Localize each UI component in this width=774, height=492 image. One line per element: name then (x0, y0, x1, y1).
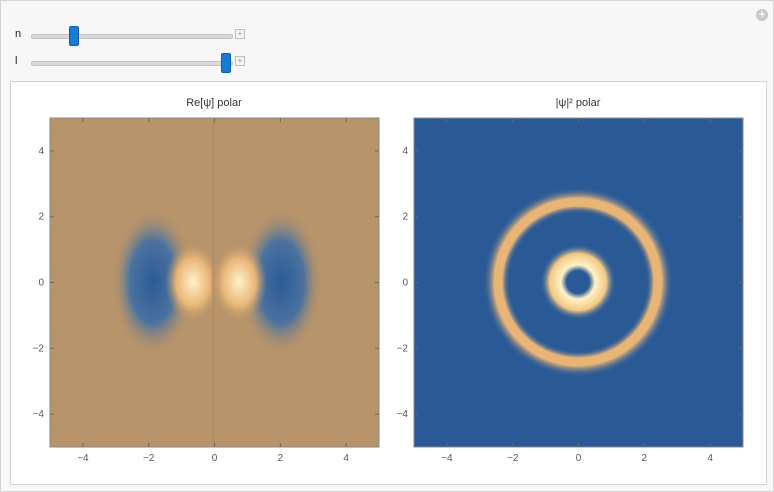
x-tick-label: 2 (278, 453, 284, 464)
slider-n[interactable] (31, 26, 233, 46)
lobe-outer-left (111, 207, 195, 357)
y-tick-label: 0 (38, 278, 44, 289)
plus-icon[interactable]: + (235, 29, 245, 39)
x-tick-label: 2 (642, 453, 648, 464)
y-tick-label: 4 (38, 146, 44, 157)
y-tick-label: −4 (397, 409, 409, 420)
x-tick-label: −2 (143, 453, 155, 464)
y-tick-label: 2 (402, 212, 408, 223)
lobe-inner-left (165, 242, 221, 322)
axes-re-psi: −4 −2 0 2 4 4 2 0 −2 −4 (33, 118, 379, 464)
y-tick-label: 0 (402, 278, 408, 289)
lobe-inner-right (211, 242, 267, 322)
y-tick-label: −2 (397, 343, 409, 354)
plots-canvas: Re[ψ] polar −4 −2 0 2 4 4 2 0 −2 −4 |ψ|² polar (33, 97, 744, 464)
slider-row-n: n + (1, 25, 261, 46)
x-tick-label: −4 (77, 453, 89, 464)
plot-re-psi: Re[ψ] polar −4 −2 0 2 4 4 2 0 −2 −4 (33, 97, 380, 464)
output-panel: Re[ψ] polar −4 −2 0 2 4 4 2 0 −2 −4 |ψ|² polar (10, 81, 767, 485)
slider-thumb-l[interactable] (221, 53, 231, 73)
x-tick-label: −2 (507, 453, 519, 464)
plus-icon[interactable]: + (235, 56, 245, 66)
plot-psi-squared: |ψ|² polar −4 −2 0 2 4 4 2 0 −2 −4 (397, 97, 744, 464)
y-tick-label: 2 (38, 212, 44, 223)
y-tick-label: 4 (402, 146, 408, 157)
circle-plus-icon[interactable]: + (756, 9, 768, 21)
slider-label-l: l (15, 55, 18, 67)
x-tick-label: 4 (707, 453, 713, 464)
slider-l[interactable] (31, 53, 233, 73)
axes-psi-squared: −4 −2 0 2 4 4 2 0 −2 −4 (397, 118, 743, 464)
x-tick-label: −4 (441, 453, 453, 464)
inner-ring (540, 244, 616, 320)
slider-row-l: l + (1, 52, 261, 73)
slider-thumb-n[interactable] (69, 26, 79, 46)
x-tick-label: 0 (212, 453, 218, 464)
x-tick-label: 0 (576, 453, 582, 464)
plot-title-psi-squared: |ψ|² polar (556, 97, 601, 109)
x-tick-label: 4 (343, 453, 349, 464)
density-image-psi-squared (483, 187, 673, 377)
density-image-re-psi (111, 118, 323, 447)
plot-title-re-psi: Re[ψ] polar (186, 97, 242, 109)
y-tick-label: −4 (33, 409, 45, 420)
y-tick-label: −2 (33, 343, 45, 354)
node-line (212, 118, 215, 447)
lobe-outer-right (239, 207, 323, 357)
slider-label-n: n (15, 28, 22, 40)
